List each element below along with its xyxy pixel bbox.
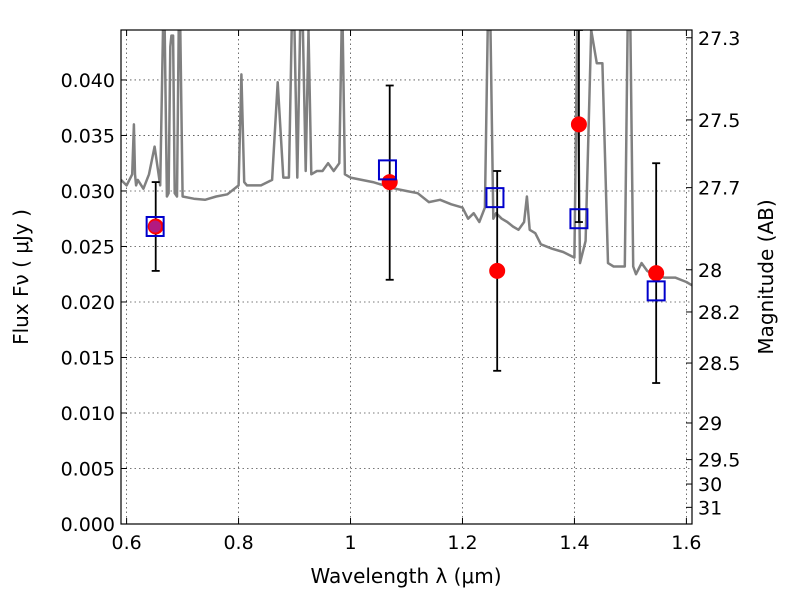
right-tick-label: 29 xyxy=(698,413,722,435)
y-axis-label: Flux Fν ( μJy ) xyxy=(9,209,33,345)
model-point xyxy=(145,215,165,237)
observed-point xyxy=(570,116,587,133)
overlap-point xyxy=(149,220,162,233)
y-tick-label: 0.020 xyxy=(61,292,115,314)
x-tick-label: 0.8 xyxy=(223,532,253,554)
y-tick-label: 0.010 xyxy=(61,403,115,425)
y-tick-label: 0.030 xyxy=(61,181,115,203)
observed-point xyxy=(381,174,398,191)
spectrum-line xyxy=(121,30,692,287)
right-tick-label: 28.5 xyxy=(698,353,740,375)
plot-frame xyxy=(120,29,693,525)
y-tick-label: 0.035 xyxy=(61,125,115,147)
x-tick-label: 0.6 xyxy=(111,532,141,554)
right-tick-label: 31 xyxy=(698,497,722,519)
y-tick-label: 0.005 xyxy=(61,458,115,480)
observed-point xyxy=(489,262,506,279)
right-tick-label: 27.7 xyxy=(698,178,740,200)
model-point xyxy=(377,159,397,181)
observed-point xyxy=(648,265,665,282)
x-tick-label: 1.6 xyxy=(671,532,701,554)
x-axis-label: Wavelength λ (μm) xyxy=(310,564,501,588)
series-layer xyxy=(121,30,692,384)
y-tick-label: 0.040 xyxy=(61,70,115,92)
model-point xyxy=(569,208,589,230)
y-tick-label: 0.000 xyxy=(61,514,115,536)
right-y-axis-label: Magnitude (AB) xyxy=(754,199,778,354)
grid-lines xyxy=(121,30,692,525)
tick-layer: 0.6 0.8 1 1.2 1.4 1.6 0.000 0.005 0.010 0.015 0.02… xyxy=(61,28,741,554)
right-tick-label: 30 xyxy=(698,474,722,496)
right-tick-label: 27.5 xyxy=(698,110,740,132)
right-tick-label: 29.5 xyxy=(698,450,740,472)
right-tick-label: 28.2 xyxy=(698,302,740,324)
x-tick-label: 1 xyxy=(344,532,356,554)
right-tick-label: 27.3 xyxy=(698,28,740,50)
y-tick-label: 0.025 xyxy=(61,236,115,258)
model-point xyxy=(485,187,505,209)
y-tick-label: 0.015 xyxy=(61,347,115,369)
model-point xyxy=(646,280,666,302)
x-tick-label: 1.2 xyxy=(447,532,477,554)
right-tick-label: 28 xyxy=(698,260,722,282)
x-tick-label: 1.4 xyxy=(559,532,589,554)
